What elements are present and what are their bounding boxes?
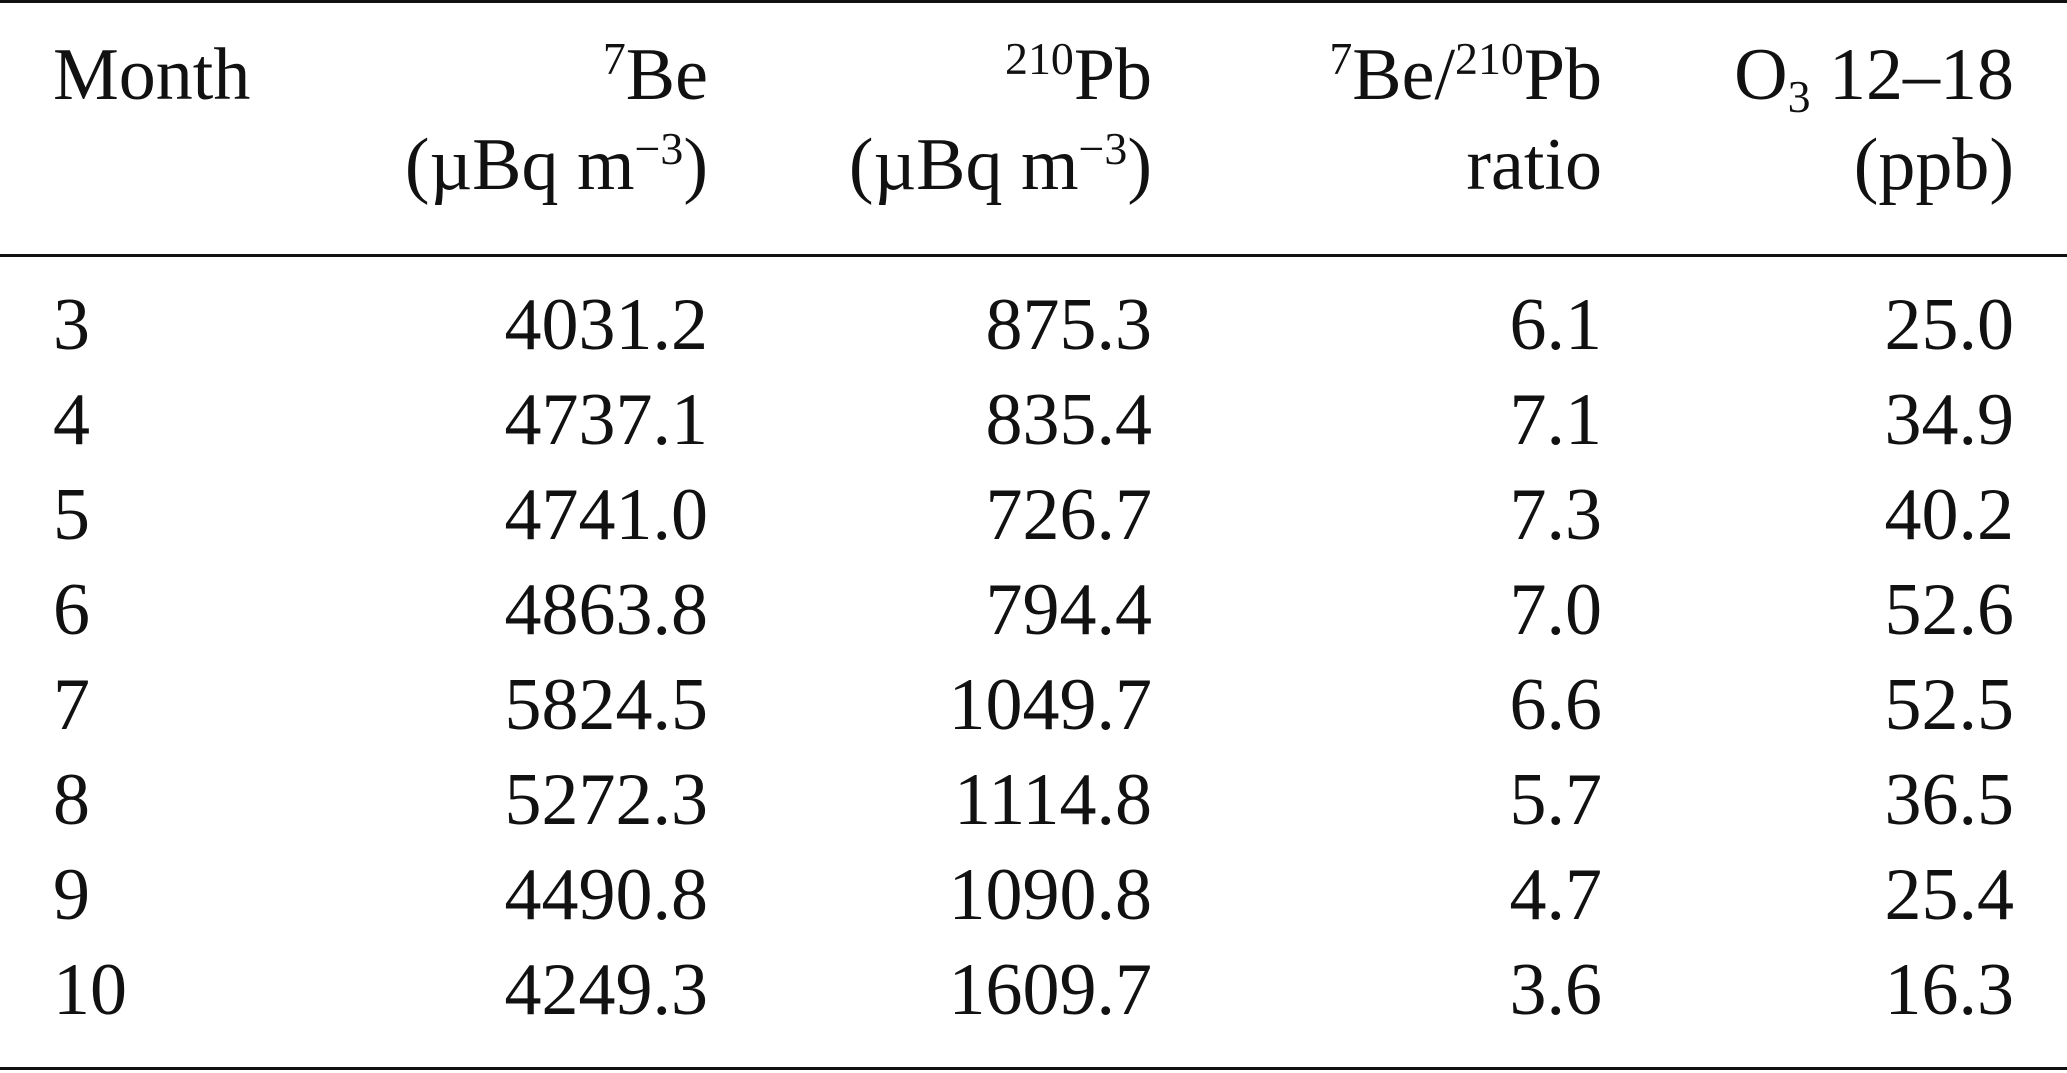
cell-o3: 25.0 <box>1884 284 2015 366</box>
cell-pb210: 1609.7 <box>948 949 1153 1031</box>
cell-o3: 36.5 <box>1884 759 2015 841</box>
table-row: 7 5824.5 1049.7 6.6 52.5 <box>0 658 2067 753</box>
header-ratio: 7Be/210Pb ratio <box>1329 32 1602 206</box>
table-bottom-rule <box>0 1067 2067 1070</box>
cell-be7: 5824.5 <box>504 664 709 746</box>
table-row: 9 4490.8 1090.8 4.7 25.4 <box>0 848 2067 943</box>
cell-be7: 5272.3 <box>504 759 709 841</box>
cell-ratio: 4.7 <box>1509 854 1603 936</box>
cell-o3: 52.5 <box>1884 664 2015 746</box>
table-header-rule <box>0 254 2067 257</box>
cell-pb210: 1114.8 <box>953 759 1152 841</box>
cell-pb210: 1090.8 <box>948 854 1153 936</box>
table-row: 6 4863.8 794.4 7.0 52.6 <box>0 563 2067 658</box>
cell-o3: 34.9 <box>1884 379 2015 461</box>
table-row: 8 5272.3 1114.8 5.7 36.5 <box>0 753 2067 848</box>
cell-month: 8 <box>53 759 90 841</box>
cell-pb210: 875.3 <box>985 284 1153 366</box>
cell-o3: 52.6 <box>1884 569 2015 651</box>
cell-ratio: 7.0 <box>1509 569 1603 651</box>
cell-ratio: 3.6 <box>1509 949 1603 1031</box>
cell-month: 7 <box>53 664 90 746</box>
header-pb210: 210Pb (µBq m−3) <box>848 32 1152 206</box>
header-month: Month <box>53 34 251 116</box>
cell-pb210: 835.4 <box>985 379 1153 461</box>
cell-ratio: 7.1 <box>1509 379 1603 461</box>
cell-be7: 4741.0 <box>504 474 709 556</box>
cell-month: 3 <box>53 284 90 366</box>
cell-ratio: 6.6 <box>1509 664 1603 746</box>
table-top-rule <box>0 0 2067 3</box>
cell-month: 9 <box>53 854 90 936</box>
table-row: 4 4737.1 835.4 7.1 34.9 <box>0 373 2067 468</box>
cell-be7: 4490.8 <box>504 854 709 936</box>
cell-be7: 4249.3 <box>504 949 709 1031</box>
cell-o3: 40.2 <box>1884 474 2015 556</box>
cell-month: 5 <box>53 474 90 556</box>
table-row: 10 4249.3 1609.7 3.6 16.3 <box>0 943 2067 1038</box>
cell-month: 10 <box>53 949 127 1031</box>
cell-o3: 25.4 <box>1884 854 2015 936</box>
cell-ratio: 5.7 <box>1509 759 1603 841</box>
cell-pb210: 726.7 <box>985 474 1153 556</box>
cell-ratio: 6.1 <box>1509 284 1603 366</box>
cell-o3: 16.3 <box>1884 949 2015 1031</box>
header-be7: 7Be (µBq m−3) <box>404 32 708 206</box>
cell-pb210: 1049.7 <box>948 664 1153 746</box>
table-row: 5 4741.0 726.7 7.3 40.2 <box>0 468 2067 563</box>
cell-be7: 4863.8 <box>504 569 709 651</box>
cell-pb210: 794.4 <box>985 569 1153 651</box>
cell-be7: 4737.1 <box>504 379 709 461</box>
cell-ratio: 7.3 <box>1509 474 1603 556</box>
cell-month: 4 <box>53 379 90 461</box>
cell-be7: 4031.2 <box>504 284 709 366</box>
header-o3: O3 12–18 (ppb) <box>1734 34 2014 206</box>
cell-month: 6 <box>53 569 90 651</box>
table-row: 3 4031.2 875.3 6.1 25.0 <box>0 278 2067 373</box>
